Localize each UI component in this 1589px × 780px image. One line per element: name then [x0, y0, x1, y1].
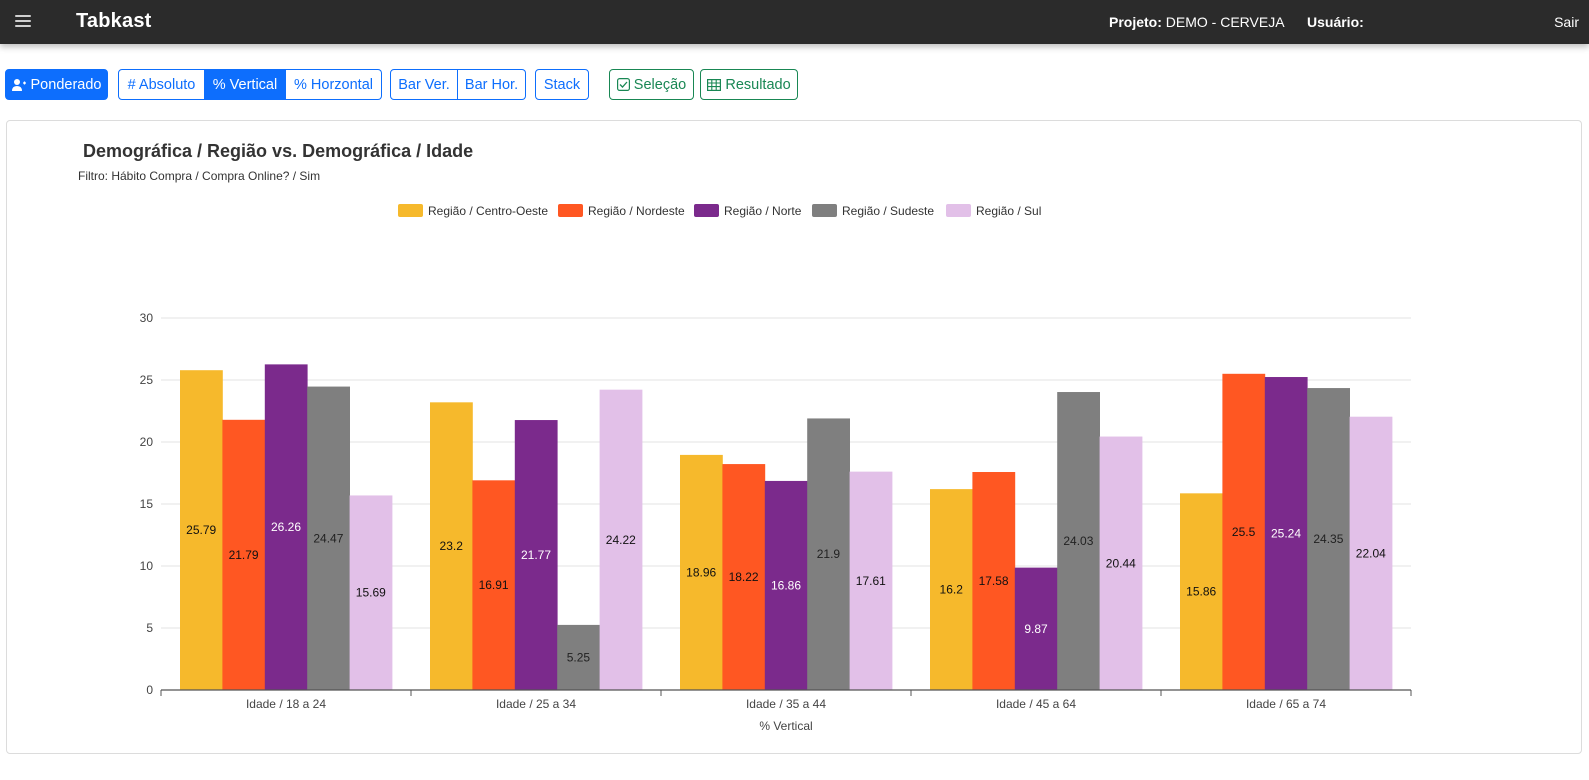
bar: [430, 402, 473, 690]
bar: [807, 418, 850, 690]
selecao-label: Seleção: [633, 76, 687, 93]
bar: [1349, 416, 1393, 690]
y-tick-label: 10: [140, 559, 154, 573]
resultado-button[interactable]: Resultado: [700, 69, 798, 100]
vertical-percent-button[interactable]: % Vertical: [205, 69, 286, 100]
stack-button[interactable]: Stack: [535, 69, 589, 100]
data-label: 24.47: [313, 531, 343, 545]
legend-swatch: [558, 204, 583, 217]
bar: [514, 420, 558, 690]
data-label: 25.24: [1271, 527, 1301, 541]
bar: [849, 471, 893, 690]
data-label: 21.9: [817, 547, 841, 561]
legend-swatch: [812, 204, 837, 217]
absoluto-button[interactable]: # Absoluto: [118, 69, 205, 100]
bar: [1264, 377, 1308, 690]
y-tick-label: 25: [140, 373, 154, 387]
legend-swatch: [398, 204, 423, 217]
bar: [1099, 436, 1143, 690]
data-label: 16.2: [940, 583, 964, 597]
data-label: 17.58: [979, 574, 1009, 588]
data-label: 15.86: [1186, 585, 1216, 599]
bar: [557, 624, 600, 690]
legend-label: Região / Sudeste: [842, 204, 934, 218]
data-label: 21.77: [521, 548, 551, 562]
bar: [680, 454, 723, 690]
data-label: 25.5: [1232, 525, 1256, 539]
bar: [222, 419, 266, 690]
checkbox-checked-icon: [616, 78, 630, 91]
bar: [349, 495, 393, 690]
user-label: Usuário:: [1307, 14, 1364, 30]
selecao-button[interactable]: Seleção: [609, 69, 694, 100]
bar: [722, 464, 766, 690]
app-brand[interactable]: Tabkast: [76, 10, 152, 32]
chart-title: Demográfica / Região vs. Demográfica / I…: [83, 141, 474, 161]
x-tick-label: Idade / 65 a 74: [1246, 697, 1326, 711]
table-grid-icon: [707, 78, 722, 91]
data-label: 17.61: [856, 574, 886, 588]
ponderado-button[interactable]: Ponderado: [5, 69, 108, 100]
bar: [972, 472, 1016, 690]
data-label: 20.44: [1106, 556, 1136, 570]
bar: [264, 364, 308, 690]
data-label: 22.04: [1356, 546, 1386, 560]
y-tick-label: 20: [140, 435, 154, 449]
bar: [1307, 388, 1350, 690]
data-label: 16.91: [479, 578, 509, 592]
data-label: 16.86: [771, 578, 801, 592]
legend-label: Região / Sul: [976, 204, 1041, 218]
hamburger-menu-icon[interactable]: [15, 15, 31, 29]
bar-vertical-button[interactable]: Bar Ver.: [390, 69, 458, 100]
bar: [1014, 567, 1058, 690]
x-tick-label: Idade / 35 a 44: [746, 697, 826, 711]
bar: [764, 480, 808, 690]
data-label: 5.25: [567, 650, 591, 664]
bar: [1222, 373, 1266, 690]
bar: [599, 389, 643, 690]
x-tick-label: Idade / 25 a 34: [496, 697, 576, 711]
y-tick-label: 5: [146, 621, 153, 635]
data-label: 24.03: [1063, 534, 1093, 548]
bar: [180, 370, 223, 690]
data-label: 9.87: [1024, 622, 1048, 636]
data-label: 23.2: [440, 539, 464, 553]
project-value: DEMO - CERVEJA: [1165, 14, 1285, 30]
chart-subtitle: Filtro: Hábito Compra / Compra Online? /…: [78, 169, 321, 183]
bar: [930, 489, 973, 690]
x-axis-title: % Vertical: [759, 719, 812, 733]
y-tick-label: 30: [140, 311, 154, 325]
x-tick-label: Idade / 18 a 24: [246, 697, 326, 711]
legend-label: Região / Nordeste: [588, 204, 685, 218]
data-label: 18.96: [686, 565, 716, 579]
horizontal-percent-button[interactable]: % Horzontal: [286, 69, 382, 100]
data-label: 21.79: [229, 548, 259, 562]
data-label: 15.69: [356, 586, 386, 600]
project-label: Projeto:: [1109, 14, 1162, 30]
y-tick-label: 15: [140, 497, 154, 511]
bar: [1180, 493, 1223, 690]
legend-swatch: [946, 204, 971, 217]
data-label: 24.35: [1313, 532, 1343, 546]
x-tick-label: Idade / 45 a 64: [996, 697, 1076, 711]
top-navbar: Tabkast Projeto: DEMO - CERVEJA Usuário:…: [0, 0, 1589, 44]
bar: [472, 480, 516, 690]
y-tick-label: 0: [146, 683, 153, 697]
logout-link[interactable]: Sair: [1554, 14, 1579, 30]
data-label: 24.22: [606, 533, 636, 547]
legend-label: Região / Centro-Oeste: [428, 204, 548, 218]
legend-label: Região / Norte: [724, 204, 802, 218]
project-info: Projeto: DEMO - CERVEJA: [1109, 14, 1285, 30]
bar: [307, 386, 350, 690]
bar: [1057, 392, 1100, 690]
data-label: 26.26: [271, 520, 301, 534]
bar-horizontal-button[interactable]: Bar Hor.: [458, 69, 526, 100]
user-weight-icon: [11, 78, 26, 91]
data-label: 25.79: [186, 523, 216, 537]
ponderado-label: Ponderado: [30, 76, 102, 93]
data-label: 18.22: [729, 570, 759, 584]
legend-swatch: [694, 204, 719, 217]
resultado-label: Resultado: [725, 76, 791, 93]
